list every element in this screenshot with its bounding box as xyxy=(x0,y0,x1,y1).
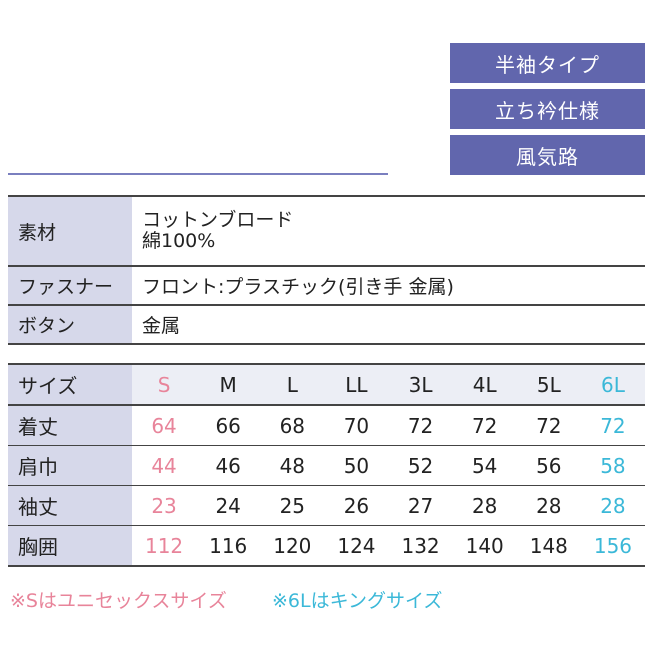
spec-table: 素材 コットンブロード 綿100% ファスナー フロント:プラスチック(引き手 金… xyxy=(8,195,645,345)
measure-cell: 46 xyxy=(196,445,261,486)
size-header-5L: 5L xyxy=(516,363,581,405)
feature-badge-short-sleeve: 半袖タイプ xyxy=(450,43,645,83)
divider xyxy=(8,173,388,175)
feature-badge-air-vent: 風気路 xyxy=(450,135,645,175)
measure-cell: 28 xyxy=(452,485,517,526)
measure-cell: 28 xyxy=(580,485,645,526)
measure-cell: 64 xyxy=(132,404,197,446)
measure-cell: 120 xyxy=(260,525,325,567)
measure-cell: 52 xyxy=(388,445,453,486)
measure-cell: 70 xyxy=(324,404,389,446)
measure-cell: 56 xyxy=(516,445,581,486)
spec-value: フロント:プラスチック(引き手 金属) xyxy=(132,265,645,305)
spec-value-line: コットンブロード xyxy=(142,209,294,231)
size-row: 肩巾 44 46 48 50 52 54 56 58 xyxy=(8,445,645,486)
spec-row-button: ボタン 金属 xyxy=(8,304,645,345)
size-header-6L: 6L xyxy=(580,363,645,405)
size-header-S: S xyxy=(132,363,197,405)
measure-cell: 66 xyxy=(196,404,261,446)
spec-row-material: 素材 コットンブロード 綿100% xyxy=(8,195,645,266)
measure-cell: 72 xyxy=(388,404,453,446)
size-header-3L: 3L xyxy=(388,363,453,405)
spec-label: 素材 xyxy=(8,195,132,266)
size-row: 胸囲 112 116 120 124 132 140 148 156 xyxy=(8,525,645,567)
measure-cell: 68 xyxy=(260,404,325,446)
size-row: 着丈 64 66 68 70 72 72 72 72 xyxy=(8,404,645,446)
measure-cell: 27 xyxy=(388,485,453,526)
measure-cell: 24 xyxy=(196,485,261,526)
size-header-row: サイズ S M L LL 3L 4L 5L 6L xyxy=(8,363,645,405)
size-header-label: サイズ xyxy=(8,363,132,405)
spec-value-line: 綿100% xyxy=(142,230,216,252)
measure-cell: 25 xyxy=(260,485,325,526)
measure-cell: 116 xyxy=(196,525,261,567)
measure-cell: 140 xyxy=(452,525,517,567)
measure-label: 着丈 xyxy=(8,404,132,446)
measure-label: 胸囲 xyxy=(8,525,132,567)
spec-value: コットンブロード 綿100% xyxy=(132,195,645,266)
measure-cell: 132 xyxy=(388,525,453,567)
measure-cell: 44 xyxy=(132,445,197,486)
note-king: ※6Lはキングサイズ xyxy=(272,590,443,612)
measure-cell: 58 xyxy=(580,445,645,486)
size-header-LL: LL xyxy=(324,363,389,405)
measure-cell: 48 xyxy=(260,445,325,486)
measure-cell: 112 xyxy=(132,525,197,567)
spec-value: 金属 xyxy=(132,304,645,345)
note-unisex: ※Sはユニセックスサイズ xyxy=(10,590,227,612)
spec-row-fastener: ファスナー フロント:プラスチック(引き手 金属) xyxy=(8,265,645,305)
measure-cell: 72 xyxy=(516,404,581,446)
measure-cell: 156 xyxy=(580,525,645,567)
size-header-L: L xyxy=(260,363,325,405)
size-header-M: M xyxy=(196,363,261,405)
measure-cell: 54 xyxy=(452,445,517,486)
measure-cell: 72 xyxy=(452,404,517,446)
measure-cell: 28 xyxy=(516,485,581,526)
measure-cell: 26 xyxy=(324,485,389,526)
spec-label: ファスナー xyxy=(8,265,132,305)
size-header-4L: 4L xyxy=(452,363,517,405)
size-row: 袖丈 23 24 25 26 27 28 28 28 xyxy=(8,485,645,526)
measure-cell: 72 xyxy=(580,404,645,446)
measure-cell: 124 xyxy=(324,525,389,567)
measure-cell: 148 xyxy=(516,525,581,567)
size-table: サイズ S M L LL 3L 4L 5L 6L 着丈 64 66 68 70 72 72 72 72 肩巾 44 46… xyxy=(8,363,645,567)
measure-cell: 23 xyxy=(132,485,197,526)
measure-label: 袖丈 xyxy=(8,485,132,526)
measure-cell: 50 xyxy=(324,445,389,486)
spec-label: ボタン xyxy=(8,304,132,345)
feature-badge-stand-collar: 立ち衿仕様 xyxy=(450,89,645,129)
measure-label: 肩巾 xyxy=(8,445,132,486)
